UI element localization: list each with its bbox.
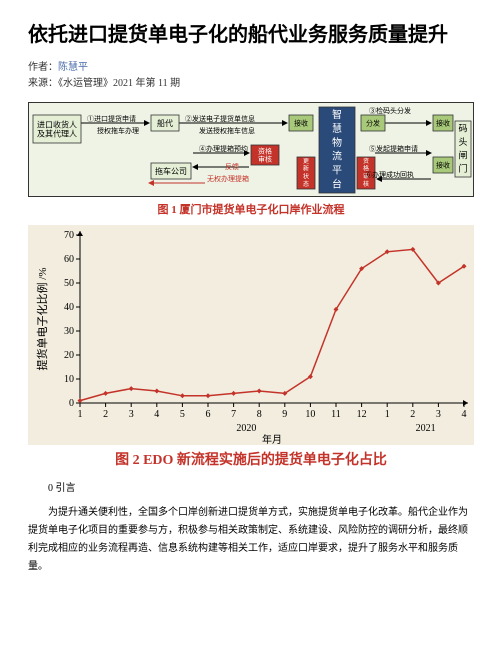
- svg-text:年月: 年月: [262, 433, 282, 445]
- svg-text:提货单电子化比例 /%: 提货单电子化比例 /%: [35, 268, 49, 371]
- svg-text:⑤发起提箱申请: ⑤发起提箱申请: [369, 144, 418, 153]
- svg-text:9: 9: [282, 409, 287, 420]
- figure-2-caption: 图 2 EDO 新流程实施后的提货单电子化占比: [28, 449, 474, 469]
- svg-text:无权办理提箱: 无权办理提箱: [207, 174, 249, 183]
- svg-text:新: 新: [303, 165, 309, 173]
- svg-text:态: 态: [303, 180, 309, 188]
- svg-text:台: 台: [332, 177, 342, 190]
- svg-text:7: 7: [231, 409, 236, 420]
- author-label: 作者：: [28, 62, 58, 73]
- svg-text:11: 11: [331, 409, 341, 420]
- svg-text:资: 资: [363, 157, 369, 165]
- svg-text:4: 4: [154, 409, 159, 420]
- svg-text:审核: 审核: [258, 154, 272, 163]
- svg-text:5: 5: [180, 409, 185, 420]
- page-title: 依托进口提货单电子化的船代业务服务质量提升: [28, 20, 474, 50]
- svg-text:及其代理人: 及其代理人: [37, 128, 77, 138]
- svg-text:1: 1: [385, 409, 390, 420]
- svg-text:2021: 2021: [416, 423, 436, 434]
- svg-text:流: 流: [332, 150, 342, 163]
- figure-2-chart: 0102030405060701234567891011121234202020…: [28, 225, 474, 445]
- svg-text:⑥办理成功回执: ⑥办理成功回执: [365, 170, 414, 179]
- svg-text:状: 状: [303, 172, 309, 180]
- svg-text:进口收货人: 进口收货人: [37, 119, 77, 129]
- svg-text:④办理提箱预约: ④办理提箱预约: [199, 144, 248, 153]
- source-label: 来源：: [28, 78, 58, 89]
- svg-text:2: 2: [103, 409, 108, 420]
- svg-text:船代: 船代: [157, 118, 173, 128]
- svg-text:更: 更: [303, 158, 309, 165]
- figure-1-caption: 图 1 厦门市提货单电子化口岸作业流程: [28, 201, 474, 217]
- svg-text:6: 6: [206, 409, 211, 420]
- source-text: 《水运管理》2021 年第 11 期: [58, 78, 180, 89]
- svg-text:12: 12: [357, 409, 367, 420]
- source-line: 来源：《水运管理》2021 年第 11 期: [28, 76, 474, 92]
- svg-text:拖车公司: 拖车公司: [155, 166, 187, 176]
- svg-text:①进口提货申请: ①进口提货申请: [87, 114, 136, 123]
- svg-text:智: 智: [332, 108, 342, 121]
- svg-text:50: 50: [64, 278, 74, 289]
- svg-text:3: 3: [436, 409, 441, 420]
- svg-text:接收: 接收: [294, 118, 308, 127]
- svg-text:10: 10: [64, 374, 74, 385]
- svg-text:码: 码: [458, 124, 467, 134]
- svg-text:70: 70: [64, 230, 74, 241]
- svg-text:60: 60: [64, 254, 74, 265]
- svg-text:头: 头: [458, 137, 467, 147]
- svg-text:物: 物: [332, 136, 342, 149]
- meta-block: 作者：陈慧平 来源：《水运管理》2021 年第 11 期: [28, 60, 474, 92]
- svg-text:3: 3: [129, 409, 134, 420]
- section-heading: 0 引言: [28, 479, 474, 494]
- svg-text:慧: 慧: [332, 122, 342, 135]
- body-paragraph: 为提升通关便利性，全国多个口岸创新进口提货单方式，实施提货单电子化改革。船代企业…: [28, 504, 474, 576]
- svg-text:分发: 分发: [366, 118, 380, 127]
- svg-text:接收: 接收: [436, 160, 450, 169]
- figure-1-flowchart: 进口收货人及其代理人船代接收智慧物流平台分发接收接收码头闸门拖车公司资格审核更新…: [28, 102, 474, 197]
- svg-text:发送授权拖车信息: 发送授权拖车信息: [199, 126, 255, 135]
- svg-text:接收: 接收: [436, 118, 450, 127]
- svg-text:1: 1: [78, 409, 83, 420]
- svg-text:4: 4: [462, 409, 467, 420]
- svg-text:30: 30: [64, 326, 74, 337]
- svg-text:授权拖车办理: 授权拖车办理: [97, 126, 139, 135]
- svg-text:2: 2: [410, 409, 415, 420]
- svg-text:门: 门: [458, 163, 467, 174]
- svg-text:40: 40: [64, 302, 74, 313]
- svg-text:平: 平: [332, 166, 342, 177]
- svg-text:2020: 2020: [236, 423, 256, 434]
- svg-text:②发送电子提货单信息: ②发送电子提货单信息: [185, 114, 255, 123]
- svg-text:闸: 闸: [458, 150, 467, 160]
- author-link[interactable]: 陈慧平: [58, 62, 88, 73]
- svg-text:8: 8: [257, 409, 262, 420]
- svg-text:核: 核: [363, 180, 369, 188]
- svg-text:0: 0: [69, 398, 74, 409]
- svg-text:反馈: 反馈: [225, 162, 239, 171]
- svg-text:③检码头分发: ③检码头分发: [369, 106, 411, 115]
- author-line: 作者：陈慧平: [28, 60, 474, 76]
- svg-text:资格: 资格: [258, 146, 272, 155]
- svg-text:10: 10: [305, 409, 315, 420]
- svg-text:20: 20: [64, 350, 74, 361]
